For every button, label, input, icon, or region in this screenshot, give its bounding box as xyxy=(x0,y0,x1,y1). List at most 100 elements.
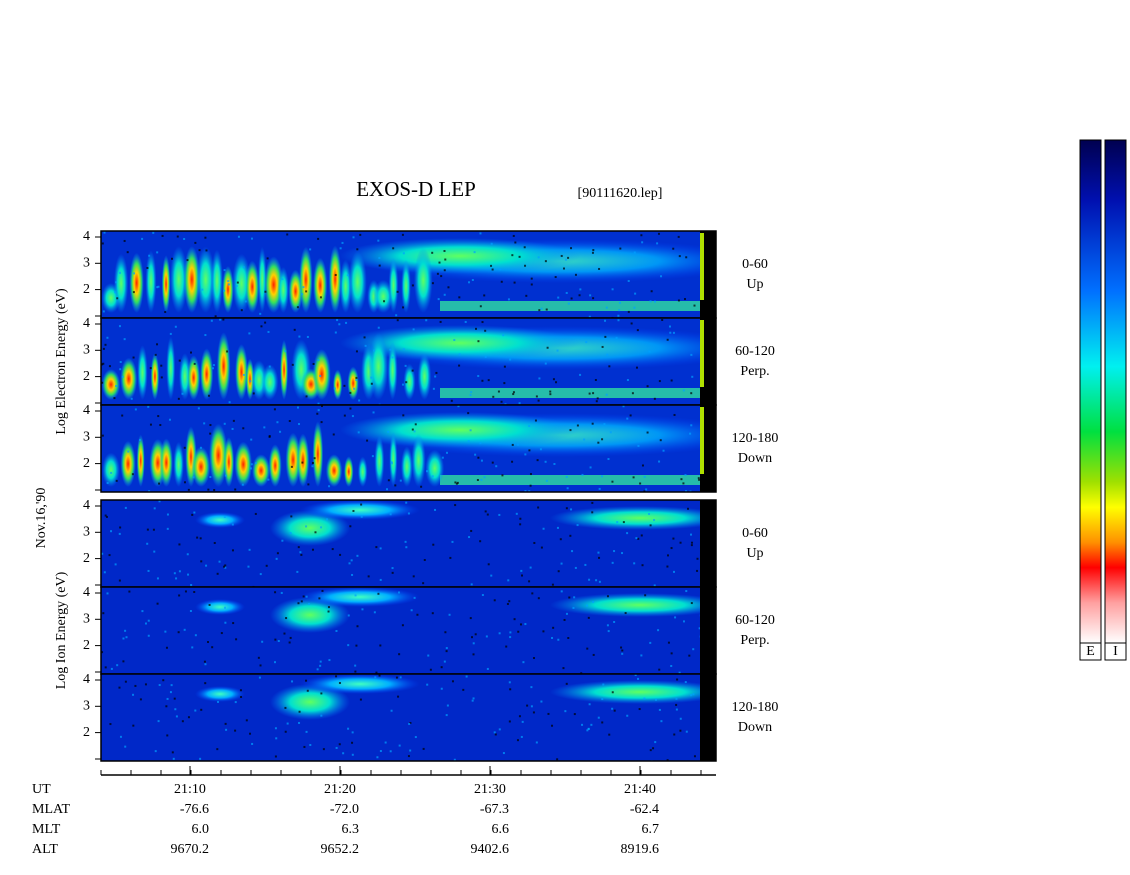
noise xyxy=(427,654,430,657)
noise xyxy=(589,294,592,297)
noise xyxy=(554,276,557,279)
noise xyxy=(378,257,381,260)
noise xyxy=(401,383,404,386)
noise xyxy=(684,474,687,477)
noise xyxy=(327,610,330,613)
noise xyxy=(276,421,279,424)
y-tick-label: 3 xyxy=(83,343,90,358)
noise xyxy=(341,241,344,244)
noise xyxy=(343,414,346,417)
noise xyxy=(346,274,349,277)
noise xyxy=(552,626,555,629)
y-tick-label: 4 xyxy=(83,498,90,513)
feature xyxy=(235,344,248,401)
feature xyxy=(270,684,350,720)
noise xyxy=(165,646,168,649)
noise xyxy=(156,286,159,289)
noise xyxy=(351,731,354,734)
noise xyxy=(565,475,568,478)
noise xyxy=(231,549,234,552)
noise xyxy=(404,364,407,367)
noise xyxy=(531,592,534,595)
noise xyxy=(101,363,104,366)
noise xyxy=(559,538,562,541)
noise xyxy=(351,753,354,756)
noise xyxy=(685,256,688,259)
noise xyxy=(501,474,504,477)
noise xyxy=(440,666,443,669)
noise xyxy=(618,309,621,312)
noise xyxy=(621,649,624,652)
noise xyxy=(363,336,366,339)
noise xyxy=(235,284,238,287)
noise xyxy=(187,488,190,491)
noise xyxy=(565,291,568,294)
noise xyxy=(288,641,291,644)
noise xyxy=(134,684,137,687)
noise xyxy=(240,695,243,698)
noise xyxy=(166,734,169,737)
noise xyxy=(335,675,338,678)
feature xyxy=(340,412,580,448)
noise xyxy=(426,683,429,686)
noise xyxy=(401,233,404,236)
feature xyxy=(340,238,580,274)
noise xyxy=(483,294,486,297)
noise xyxy=(686,507,689,510)
noise xyxy=(606,595,609,598)
noise xyxy=(522,661,525,664)
noise xyxy=(690,424,693,427)
noise xyxy=(511,254,514,257)
feature xyxy=(357,456,368,487)
noise xyxy=(391,462,394,465)
noise xyxy=(352,509,355,512)
noise xyxy=(588,703,591,706)
noise xyxy=(347,727,350,730)
noise xyxy=(320,421,323,424)
noise xyxy=(148,254,151,257)
feature xyxy=(222,265,234,313)
noise xyxy=(156,577,159,580)
noise xyxy=(564,258,567,261)
noise xyxy=(508,600,511,603)
noise xyxy=(146,542,149,545)
noise xyxy=(232,622,235,625)
noise xyxy=(224,621,227,624)
noise xyxy=(309,743,312,746)
noise xyxy=(361,608,364,611)
noise xyxy=(616,521,619,524)
noise xyxy=(198,249,201,252)
noise xyxy=(265,564,268,567)
noise xyxy=(199,537,202,540)
noise xyxy=(674,616,677,619)
noise xyxy=(297,602,300,605)
noise xyxy=(530,277,533,280)
noise xyxy=(535,741,538,744)
noise xyxy=(470,583,473,586)
noise xyxy=(178,543,181,546)
noise xyxy=(116,664,119,667)
noise xyxy=(637,537,640,540)
noise xyxy=(581,473,584,476)
noise xyxy=(216,748,219,751)
feature xyxy=(425,449,445,487)
noise xyxy=(102,612,105,615)
noise xyxy=(557,638,560,641)
noise xyxy=(320,692,323,695)
feature xyxy=(400,446,413,488)
noise xyxy=(658,708,661,711)
noise xyxy=(422,747,425,750)
feature xyxy=(440,475,700,485)
noise xyxy=(626,714,629,717)
noise xyxy=(560,590,563,593)
noise xyxy=(372,411,375,414)
noise xyxy=(445,650,448,653)
panel-angle: 60-120 xyxy=(735,613,775,628)
noise xyxy=(673,570,676,573)
noise xyxy=(386,488,389,491)
noise xyxy=(224,564,227,567)
noise xyxy=(598,556,601,559)
noise xyxy=(689,432,692,435)
noise xyxy=(432,387,435,390)
feature xyxy=(257,246,267,313)
